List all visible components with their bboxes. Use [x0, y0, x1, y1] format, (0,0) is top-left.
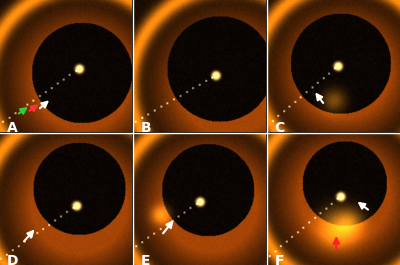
Text: F: F — [274, 254, 284, 265]
Text: A: A — [7, 121, 18, 135]
Text: B: B — [141, 121, 151, 135]
Text: E: E — [141, 254, 150, 265]
Text: C: C — [274, 121, 284, 135]
Text: D: D — [7, 254, 18, 265]
